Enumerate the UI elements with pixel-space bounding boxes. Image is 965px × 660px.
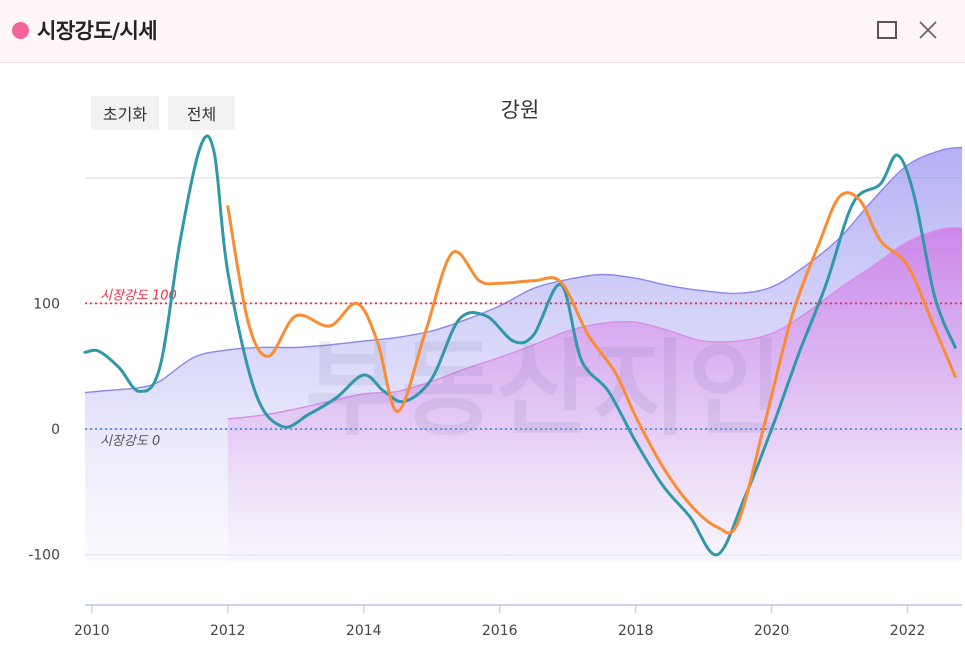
watermark-logo: 부동산지인 [305,328,783,450]
window-title: 시장강도/시세 [37,19,158,43]
reference-label-100: 시장강도 100 [100,288,177,303]
reset-button[interactable]: 초기화 [91,96,159,130]
reference-label-0: 시장강도 0 [100,434,160,449]
x-tick-label: 2014 [346,623,382,639]
y-tick-label: -100 [28,548,60,564]
y-tick-label: 100 [33,296,60,312]
title-dot-icon [12,22,29,39]
x-tick-label: 2022 [890,623,926,639]
line-series-3 [226,191,957,535]
area-line-series-0 [84,146,963,394]
all-button[interactable]: 전체 [168,96,235,130]
maximize-icon[interactable] [875,18,899,42]
line-series-2 [83,134,957,557]
x-tick-label: 2018 [618,623,654,639]
y-tick-label: 0 [51,422,60,438]
area-fill-series-1 [227,227,963,561]
chart-title: 강원 [500,98,540,122]
window-header: 시장강도/시세 [0,0,965,63]
x-tick-label: 2010 [74,623,110,639]
x-tick-label: 2012 [210,623,246,639]
close-icon[interactable] [916,18,940,42]
area-line-series-1 [227,227,963,420]
x-tick-label: 2016 [482,623,518,639]
svg-text:부동산지인: 부동산지인 [305,328,783,450]
x-tick-label: 2020 [754,623,790,639]
